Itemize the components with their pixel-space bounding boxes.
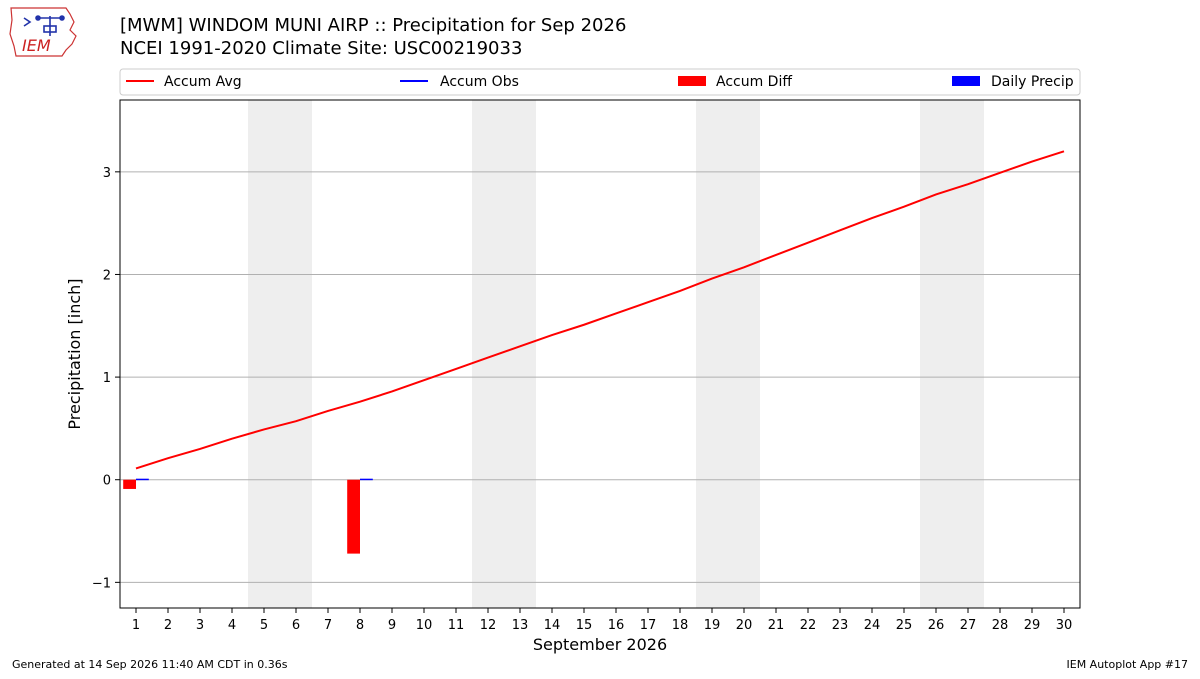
chart-title: [MWM] WINDOM MUNI AIRP :: Precipitation … xyxy=(120,15,626,36)
x-tick-label: 6 xyxy=(292,618,300,633)
x-tick-label: 18 xyxy=(672,618,689,633)
y-tick-label: 2 xyxy=(103,268,111,283)
weekend-band xyxy=(728,100,760,608)
iowa-outline-icon xyxy=(9,7,77,57)
weekend-bands xyxy=(248,100,984,608)
x-tick-label: 25 xyxy=(896,618,913,633)
x-tick-label: 4 xyxy=(228,618,236,633)
daily-precip-bar xyxy=(360,478,373,481)
line-series xyxy=(135,150,1065,470)
x-tick-label: 29 xyxy=(1024,618,1041,633)
x-tick-label: 3 xyxy=(196,618,204,633)
x-tick-label: 20 xyxy=(736,618,753,633)
x-tick-label: 24 xyxy=(864,618,881,633)
legend-label-4: Daily Precip xyxy=(991,74,1074,90)
y-axis: −1 0 1 2 3 xyxy=(92,166,120,591)
x-tick-label: 26 xyxy=(928,618,945,633)
x-tick-label: 16 xyxy=(608,618,625,633)
x-tick-label: 1 xyxy=(132,618,140,633)
x-tick-label: 7 xyxy=(324,618,332,633)
x-tick-label: 28 xyxy=(992,618,1009,633)
weekend-band xyxy=(952,100,984,608)
x-tick-label: 13 xyxy=(512,618,529,633)
x-tick-label: 23 xyxy=(832,618,849,633)
weekend-band xyxy=(920,100,952,608)
generated-timestamp: Generated at 14 Sep 2026 11:40 AM CDT in… xyxy=(12,658,288,671)
y-tick-label: 3 xyxy=(103,166,111,181)
legend-swatch-4 xyxy=(952,76,980,86)
legend-label-2: Accum Obs xyxy=(440,74,519,90)
iem-logo: IEM xyxy=(9,7,77,57)
x-tick-label: 27 xyxy=(960,618,977,633)
accum-avg-line xyxy=(135,150,1065,470)
weekend-band xyxy=(696,100,728,608)
x-tick-label: 8 xyxy=(356,618,364,633)
x-tick-label: 5 xyxy=(260,618,268,633)
x-tick-label: 21 xyxy=(768,618,785,633)
weekend-band xyxy=(248,100,280,608)
y-gridlines xyxy=(120,171,1080,583)
y-tick-label: −1 xyxy=(92,576,111,591)
weekend-band xyxy=(504,100,536,608)
legend-label-3: Accum Diff xyxy=(716,74,792,90)
x-tick-label: 2 xyxy=(164,618,172,633)
logo-text: IEM xyxy=(22,36,51,55)
accum-diff-bar xyxy=(347,479,360,554)
bar-series xyxy=(123,478,373,554)
x-tick-label: 14 xyxy=(544,618,561,633)
app-label: IEM Autoplot App #17 xyxy=(1067,658,1189,671)
weekend-band xyxy=(280,100,312,608)
chart-legend: Accum Avg Accum Obs Accum Diff Daily Precip xyxy=(119,68,1081,96)
x-axis: 1 2 3 4 5 6 7 8 9 10 11 12 13 14 15 16 17 18 19 20 21 22 23 24 2… xyxy=(132,608,1072,633)
x-tick-label: 19 xyxy=(704,618,721,633)
legend-frame xyxy=(119,68,1081,96)
legend-label-1: Accum Avg xyxy=(164,74,242,90)
legend-swatch-3 xyxy=(678,76,706,86)
x-axis-label: September 2026 xyxy=(533,635,667,654)
accum-diff-bar xyxy=(123,479,136,489)
weather-station-icon xyxy=(23,15,65,36)
x-tick-label: 10 xyxy=(416,618,433,633)
chart-subtitle: NCEI 1991-2020 Climate Site: USC00219033 xyxy=(120,38,522,59)
y-tick-label: 1 xyxy=(103,371,111,386)
x-tick-label: 30 xyxy=(1056,618,1073,633)
x-tick-label: 17 xyxy=(640,618,657,633)
daily-precip-bar xyxy=(136,478,149,481)
y-axis-label: Precipitation [inch] xyxy=(65,278,84,429)
x-tick-label: 15 xyxy=(576,618,593,633)
x-tick-label: 22 xyxy=(800,618,817,633)
x-tick-label: 9 xyxy=(388,618,396,633)
y-tick-label: 0 xyxy=(103,474,111,489)
x-tick-label: 11 xyxy=(448,618,465,633)
x-tick-label: 12 xyxy=(480,618,497,633)
plot-frame xyxy=(119,99,1081,609)
